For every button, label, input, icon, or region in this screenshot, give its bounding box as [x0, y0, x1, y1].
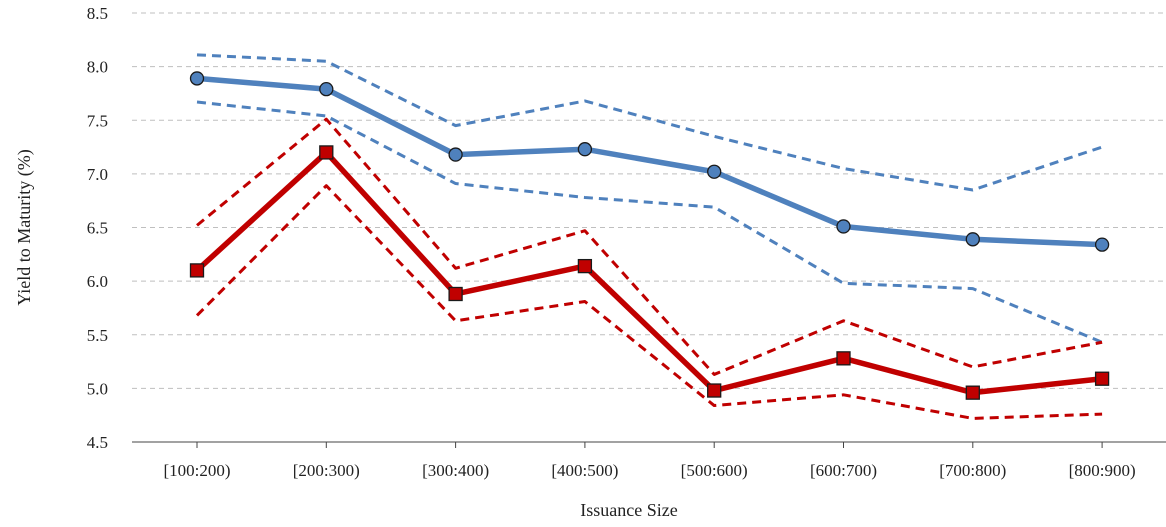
data-point [1094, 237, 1110, 252]
x-tick-label: [100:200) [163, 461, 230, 480]
series-3 [189, 145, 1110, 400]
x-tick-label: [200:300) [293, 461, 360, 480]
data-point [836, 219, 851, 234]
data-point [189, 263, 205, 278]
data-point [319, 81, 334, 97]
grid-lines [132, 12, 1166, 389]
y-axis-title: Yield to Maturity (%) [14, 149, 35, 305]
y-tick-label: 5.0 [87, 379, 108, 398]
data-point [448, 286, 463, 302]
x-tick-label: [600:700) [810, 461, 877, 480]
x-tick-label: [400:500) [551, 461, 618, 480]
series-4 [196, 117, 1103, 376]
data-point [577, 142, 593, 157]
series-5 [195, 184, 1103, 420]
data-point [1094, 371, 1110, 386]
data-point [965, 232, 980, 247]
y-tick-label: 6.0 [87, 272, 108, 291]
x-axis-ticks: [100:200) [200:300) [300:400) [400:500) [500… [163, 442, 1136, 480]
x-tick-label: [700:800) [939, 461, 1006, 480]
data-point [707, 164, 722, 179]
y-tick-label: 8.0 [87, 58, 108, 77]
band-line [195, 184, 1103, 420]
series-2 [196, 100, 1103, 344]
mean-line [194, 149, 1105, 396]
y-tick-label: 5.5 [87, 326, 108, 345]
band-line [196, 53, 1103, 192]
band-line [196, 100, 1103, 344]
band-line [196, 117, 1103, 376]
y-tick-label: 8.5 [87, 4, 108, 23]
series-layer [189, 53, 1110, 420]
data-point [189, 71, 205, 86]
data-point [577, 258, 593, 274]
y-axis-ticks: 4.5 5.0 5.5 6.0 6.5 7.0 7.5 8.0 8.5 [87, 4, 108, 452]
y-tick-label: 4.5 [87, 433, 108, 452]
series-1 [196, 53, 1103, 192]
x-tick-label: [800:900) [1069, 461, 1136, 480]
y-tick-label: 6.5 [87, 219, 108, 238]
data-point [836, 351, 851, 366]
y-tick-label: 7.0 [87, 165, 108, 184]
data-point [965, 385, 980, 400]
series-0 [189, 71, 1110, 252]
x-axis-title: Issuance Size [580, 500, 677, 520]
data-point [448, 147, 463, 162]
data-point [319, 145, 334, 160]
mean-line [194, 75, 1105, 248]
x-tick-label: [300:400) [422, 461, 489, 480]
y-tick-label: 7.5 [87, 111, 108, 130]
data-point [707, 383, 722, 398]
x-tick-label: [500:600) [681, 461, 748, 480]
